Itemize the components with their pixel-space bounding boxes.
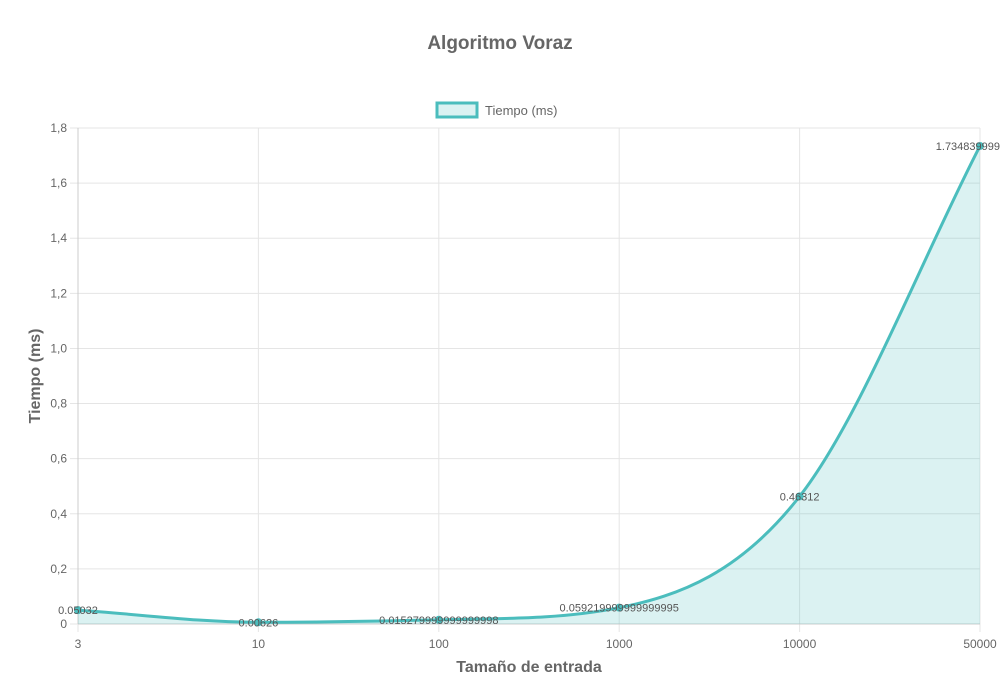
x-tick-label: 100 (429, 637, 449, 651)
data-label: 0.015279999999999998 (379, 615, 498, 627)
x-tick-label: 10 (252, 637, 266, 651)
data-label: 0.00626 (239, 617, 279, 629)
axes: 0 0,2 0,4 0,6 0,8 1,0 1,2 1,4 1,6 1,8 3 10 100 1000 10… (50, 121, 997, 651)
series-line-path (77, 145, 982, 624)
data-label: 0.059219999999999995 (560, 603, 679, 615)
legend-label: Tiempo (ms) (485, 103, 557, 118)
data-point[interactable] (795, 492, 804, 501)
y-tick-label: 0,4 (50, 507, 67, 521)
data-point[interactable] (976, 141, 984, 150)
data-label: 1.734839999 (936, 141, 1000, 153)
x-tick-label: 50000 (963, 637, 997, 651)
y-axis-title: Tiempo (ms) (27, 329, 44, 424)
data-point[interactable] (615, 603, 624, 612)
chart-title: Algoritmo Voraz (427, 33, 572, 54)
x-tick-label: 10000 (783, 637, 817, 651)
data-point[interactable] (434, 615, 443, 624)
y-tick-label: 1,4 (50, 231, 67, 245)
y-tick-label: 1,6 (50, 176, 67, 190)
x-tick-label: 3 (75, 637, 82, 651)
legend-swatch (435, 101, 479, 119)
y-tick-label: 1,2 (50, 286, 67, 300)
series-points (74, 141, 984, 627)
data-label: 0.46312 (780, 491, 820, 503)
x-axis-title: Tamaño de entrada (456, 659, 602, 676)
y-tick-label: 1,0 (50, 341, 67, 355)
series-area (78, 145, 980, 624)
y-tick-label: 0,8 (50, 397, 67, 411)
x-tick-label: 1000 (606, 637, 633, 651)
data-label: 0.05032 (58, 605, 98, 617)
y-tick-label: 1,8 (50, 121, 67, 135)
y-tick-label: 0 (60, 617, 67, 631)
series-area-fill (78, 145, 980, 624)
y-tick-label: 0,2 (50, 562, 67, 576)
legend[interactable]: Tiempo (ms) (435, 101, 557, 119)
data-point[interactable] (254, 618, 263, 627)
data-point[interactable] (74, 606, 82, 615)
y-tick-label: 0,6 (50, 452, 67, 466)
data-labels: 0.05032 0.00626 0.015279999999999998 0.0592… (58, 141, 1000, 629)
series-line (77, 145, 982, 624)
